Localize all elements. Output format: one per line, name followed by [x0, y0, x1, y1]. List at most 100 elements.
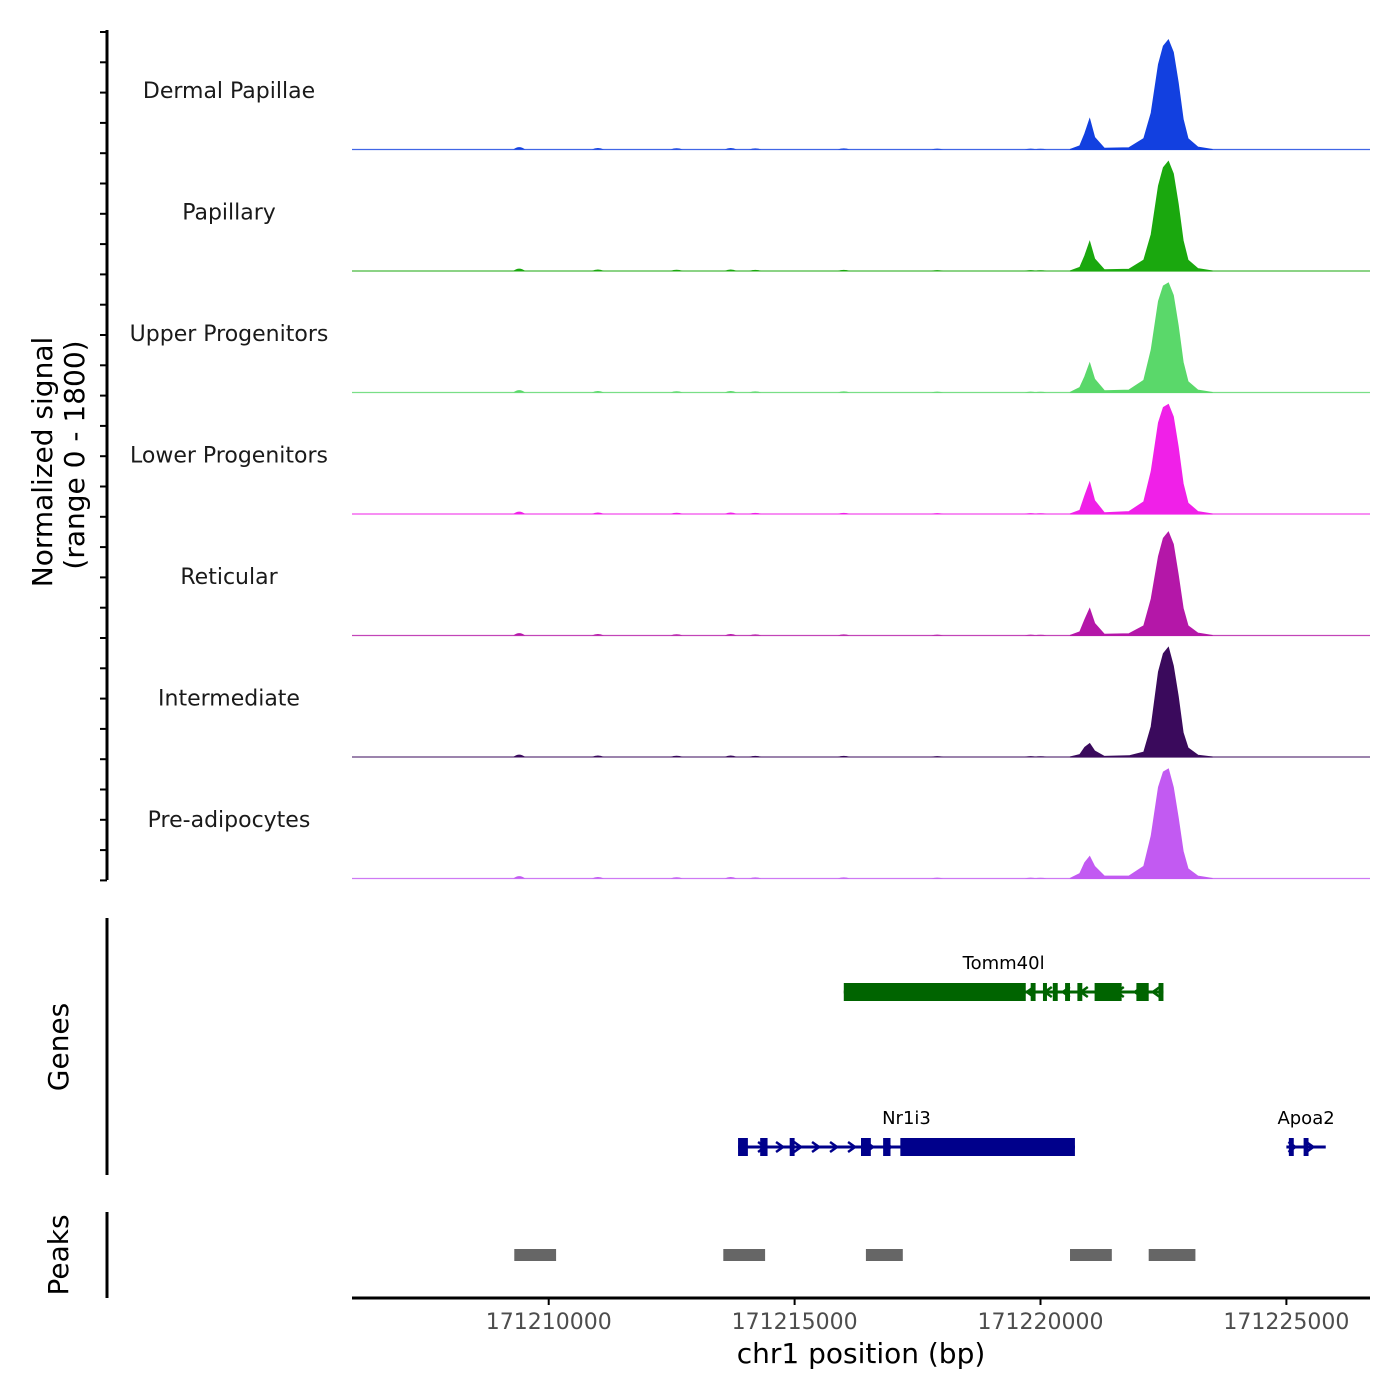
signal-area [1069, 39, 1213, 150]
strand-arrow [1305, 1140, 1316, 1154]
signal-bump [591, 512, 604, 514]
gene-tomm40l: Tomm40l [843, 953, 1164, 1001]
signal-y-ticks [100, 31, 107, 882]
strand-arrow [1150, 985, 1161, 999]
strand-arrow [793, 1140, 804, 1154]
exon-block [1052, 983, 1058, 1001]
x-axis-ticks: 171210000 171215000 171220000 171225000 [486, 1298, 1349, 1335]
track-labels: Dermal Papillae Papillary Upper Progenitor… [130, 79, 329, 833]
signal-area [1069, 531, 1213, 636]
x-tick-label: 171225000 [1223, 1310, 1349, 1335]
signal-bump [749, 877, 762, 879]
track-label: Dermal Papillae [143, 79, 315, 104]
peaks-panel-title: Peaks [42, 1214, 75, 1295]
signal-bump [513, 754, 526, 757]
strand-arrow [829, 1140, 840, 1154]
x-tick-label: 171220000 [978, 1310, 1104, 1335]
signal-bump [1024, 148, 1037, 150]
signal-bump [724, 269, 737, 271]
signal-bump [1024, 634, 1037, 636]
exon-block [861, 1138, 871, 1156]
signal-bump [1024, 513, 1037, 514]
signal-bump [749, 634, 762, 636]
exon-block [1030, 983, 1036, 1001]
signal-bump [724, 755, 737, 757]
signal-area [1069, 282, 1213, 393]
signal-bump [1034, 270, 1047, 271]
signal-area [1069, 768, 1213, 879]
gene-label: Nr1i3 [882, 1108, 931, 1129]
signal-bump [724, 633, 737, 636]
strand-arrow [847, 1140, 858, 1154]
signal-bump [513, 511, 526, 514]
signal-bump [749, 148, 762, 150]
signal-tracks [352, 39, 1370, 880]
signal-bump [591, 755, 604, 757]
y-axis-title: Normalized signal [26, 337, 59, 588]
signal-bump [724, 876, 737, 879]
exon-block [1303, 1138, 1309, 1156]
gene-annotations: Tomm40l Nr1i3 Apoa2 [738, 953, 1335, 1156]
signal-bump [670, 148, 683, 150]
exon-block [1158, 983, 1164, 1001]
signal-area [1069, 646, 1213, 758]
exon-block [843, 983, 1026, 1001]
signal-bump [931, 756, 944, 757]
signal-bump [749, 391, 762, 393]
peak-region [1148, 1249, 1196, 1261]
genes-panel-title: Genes [42, 1003, 75, 1091]
exon-block [760, 1138, 768, 1156]
exon-block [883, 1138, 891, 1156]
signal-bump [749, 512, 762, 514]
signal-bump [931, 634, 944, 636]
strand-arrow [775, 1140, 786, 1154]
signal-bump [513, 268, 526, 271]
signal-bump [931, 391, 944, 393]
signal-bump [749, 269, 762, 271]
signal-bump [724, 512, 737, 514]
signal-bump [591, 390, 604, 393]
signal-bump [837, 634, 850, 636]
signal-bump [837, 391, 850, 393]
signal-bump [837, 755, 850, 757]
signal-bump [837, 877, 850, 879]
signal-bump [931, 513, 944, 514]
signal-bump [1034, 877, 1047, 879]
exon-block [1042, 983, 1047, 1001]
signal-bump [1034, 148, 1047, 150]
signal-bump [1034, 391, 1047, 393]
signal-bump [513, 876, 526, 879]
signal-bump [1034, 513, 1047, 514]
signal-bump [931, 270, 944, 271]
gene-label: Apoa2 [1277, 1108, 1334, 1129]
signal-bump [591, 269, 604, 271]
peak-regions [514, 1249, 1196, 1261]
y-axis-range: (range 0 - 1800) [58, 340, 91, 569]
gene-label: Tomm40l [962, 953, 1045, 974]
exon-block [1136, 983, 1149, 1001]
signal-bump [513, 390, 526, 393]
signal-bump [670, 877, 683, 879]
peak-region [1070, 1249, 1112, 1261]
signal-bump [837, 269, 850, 271]
gene-apoa2: Apoa2 [1277, 1108, 1335, 1156]
peak-region [723, 1249, 766, 1261]
track-label: Upper Progenitors [130, 322, 329, 347]
exon-block [1065, 983, 1071, 1001]
track-label: Reticular [180, 565, 278, 590]
signal-bump [1024, 270, 1037, 271]
exon-block [900, 1138, 1075, 1156]
signal-bump [591, 147, 604, 150]
signal-bump [670, 391, 683, 393]
x-tick-label: 171215000 [732, 1310, 858, 1335]
signal-bump [591, 876, 604, 879]
signal-bump [1034, 756, 1047, 757]
signal-bump [1024, 391, 1037, 393]
signal-bump [724, 147, 737, 150]
signal-bump [670, 512, 683, 514]
track-label: Intermediate [158, 687, 300, 712]
signal-bump [837, 148, 850, 150]
exon-block [1288, 1138, 1294, 1156]
exon-block [1094, 983, 1122, 1001]
signal-bump [670, 269, 683, 271]
